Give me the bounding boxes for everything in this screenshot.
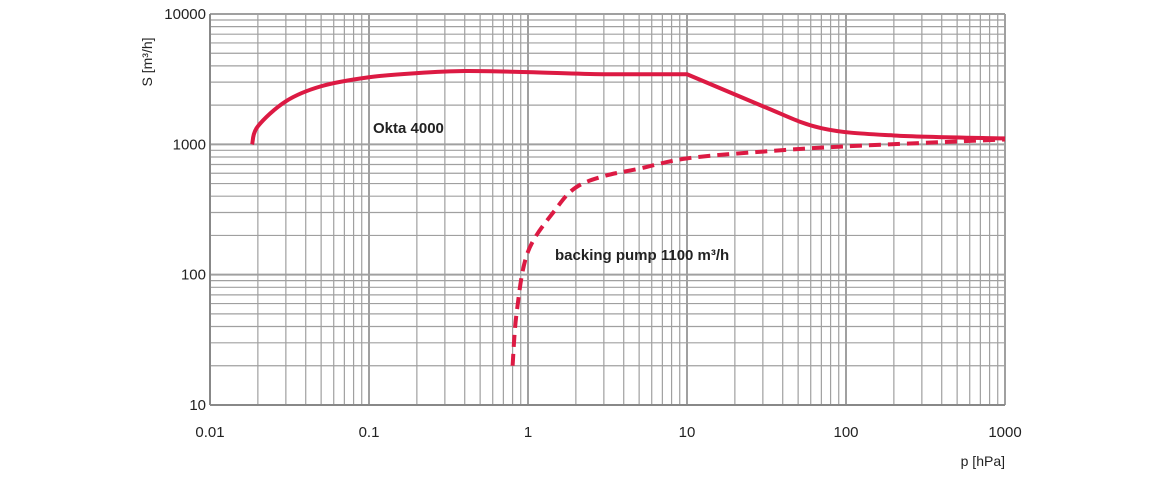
series-label-okta: Okta 4000 xyxy=(373,120,444,137)
series-line-okta-4000 xyxy=(250,69,1006,145)
curves xyxy=(250,69,1006,366)
tick-labels: 0.01 0.1 1 10 100 1000 10 100 1000 10000 xyxy=(164,6,1021,441)
grid xyxy=(209,13,1006,406)
x-tick-label: 1 xyxy=(524,424,532,441)
series-label-backing-pump: backing pump 1100 m³/h xyxy=(555,247,729,264)
y-tick-label: 10000 xyxy=(164,6,206,23)
x-tick-label: 0.1 xyxy=(359,424,380,441)
x-axis-label: p [hPa] xyxy=(961,453,1005,469)
y-axis-label: S [m³/h] xyxy=(139,37,155,86)
y-tick-label: 10 xyxy=(189,397,206,414)
y-tick-label: 1000 xyxy=(173,136,206,153)
series-line-backing-pump xyxy=(510,137,1006,366)
y-tick-label: 100 xyxy=(181,267,206,284)
x-tick-label: 100 xyxy=(833,424,858,441)
x-tick-label: 1000 xyxy=(988,424,1021,441)
x-tick-label: 0.01 xyxy=(195,424,224,441)
x-tick-label: 10 xyxy=(679,424,696,441)
